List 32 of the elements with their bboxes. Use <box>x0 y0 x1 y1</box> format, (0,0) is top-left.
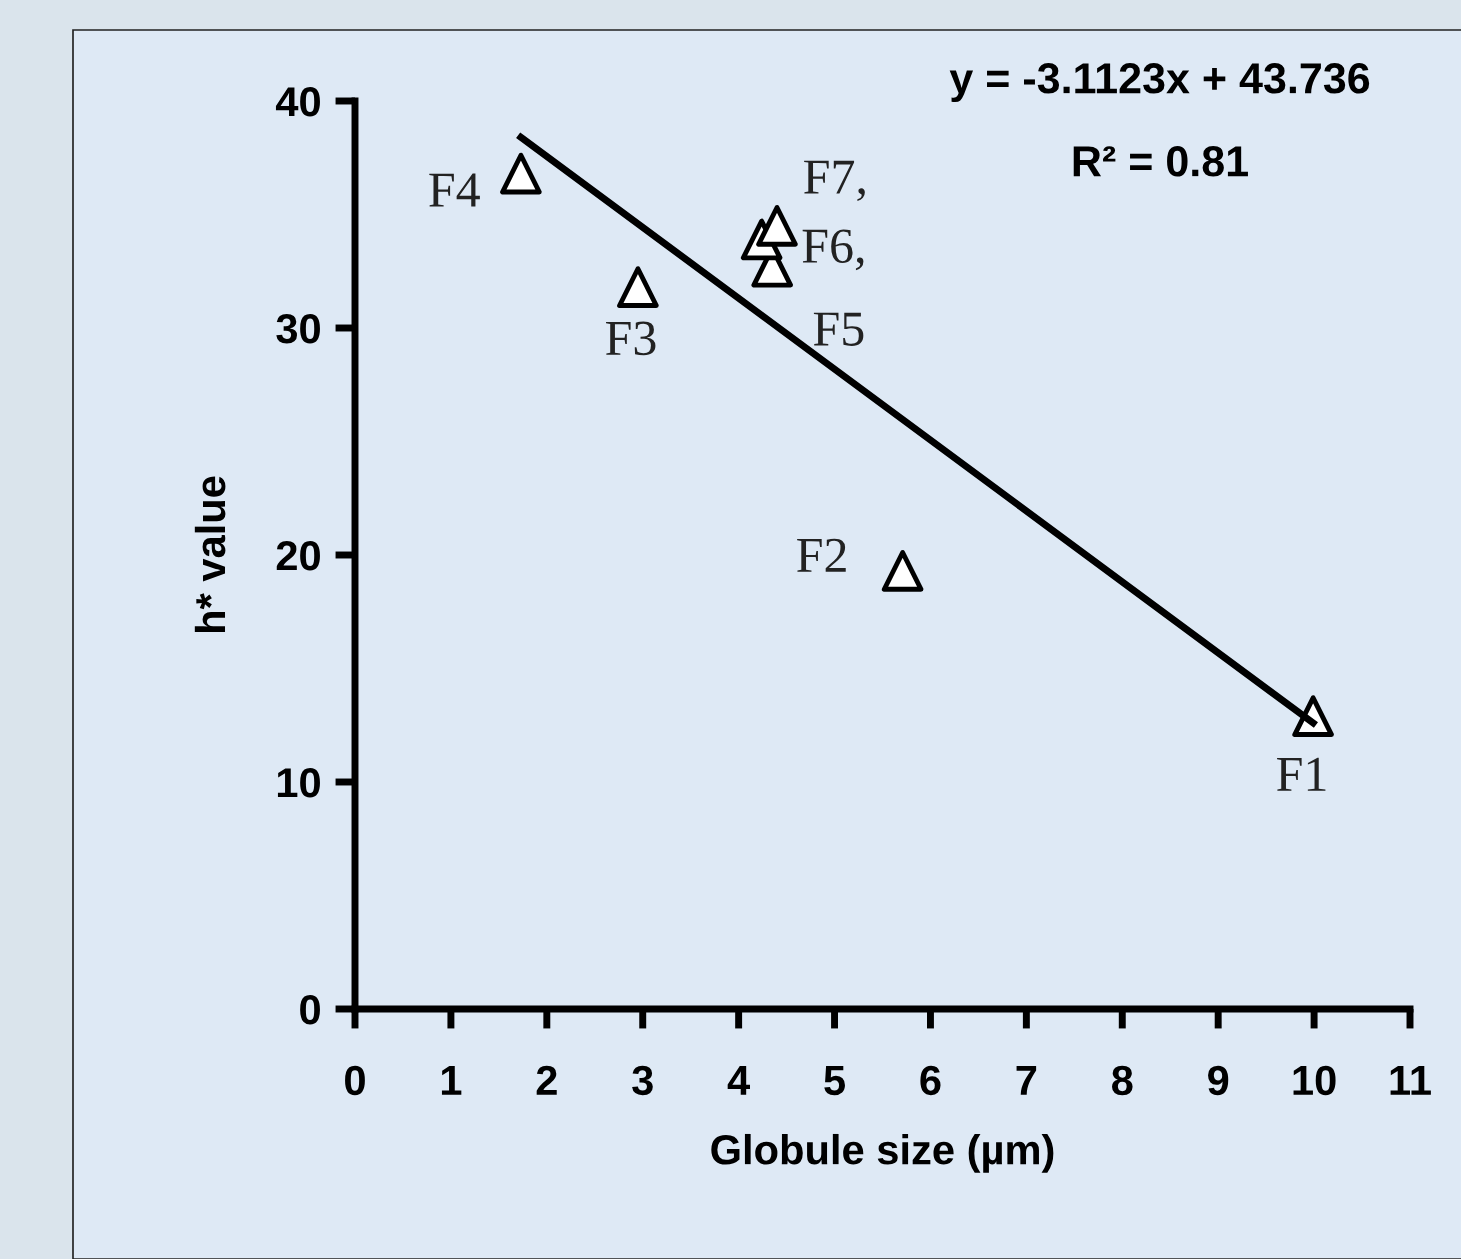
x-tick-label: 8 <box>1112 1065 1133 1096</box>
x-tick-label: 2 <box>536 1065 557 1095</box>
x-tick-label: 11 <box>1390 1066 1431 1095</box>
x-tick-label: 7 <box>1016 1066 1037 1095</box>
annotation: F5 <box>813 312 864 346</box>
annotation: R² = 0.81 <box>1073 146 1248 177</box>
annotation: F3 <box>606 321 656 356</box>
point <box>881 550 924 592</box>
y-tick-label: 30 <box>276 314 320 344</box>
y-tick-label: 0 <box>300 995 320 1025</box>
x-axis-title: Globule size (µm) <box>711 1133 1054 1173</box>
point <box>756 205 798 247</box>
x-tick-label: 10 <box>1293 1065 1336 1096</box>
annotation: F7, <box>804 160 865 202</box>
y-tick-label: 40 <box>275 87 320 117</box>
y-tick-label: 10 <box>277 768 320 798</box>
annotation: F1 <box>1277 757 1326 791</box>
y-axis-title: h* value <box>194 476 226 632</box>
point <box>500 152 542 195</box>
x-tick-label: 6 <box>920 1065 941 1096</box>
point <box>617 266 659 308</box>
y-tick-label: 20 <box>276 541 320 571</box>
x-tick-label: 4 <box>727 1066 750 1095</box>
x-tick-label: 0 <box>345 1065 365 1096</box>
x-tick-label: 9 <box>1208 1065 1229 1096</box>
annotation: F2 <box>797 538 846 572</box>
x-tick-label: 5 <box>824 1066 845 1096</box>
x-tick-label: 3 <box>632 1065 653 1096</box>
annotation: F4 <box>429 173 480 207</box>
annotation: F6, <box>802 229 864 271</box>
x-tick-label: 1 <box>441 1066 462 1095</box>
annotation: y = -3.1123x + 43.736 <box>949 63 1370 103</box>
